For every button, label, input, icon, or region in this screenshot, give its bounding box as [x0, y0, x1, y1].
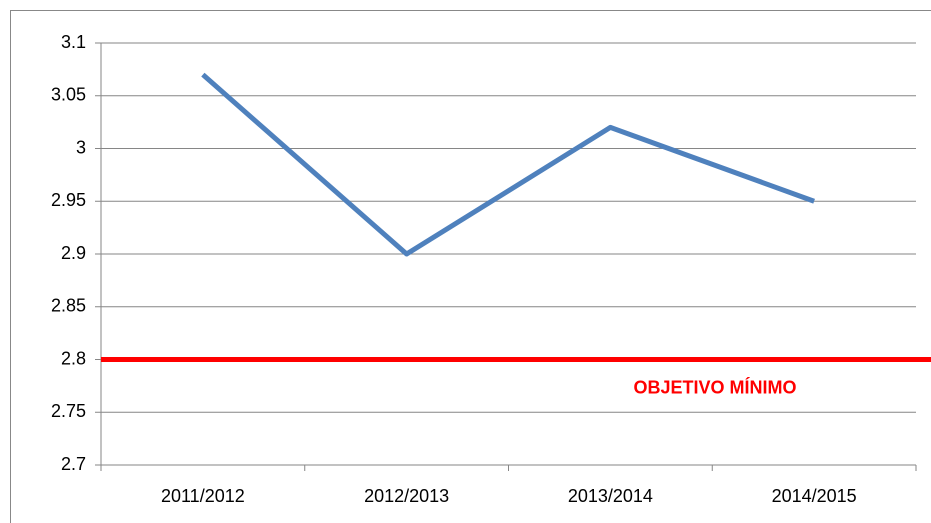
y-tick-label: 2.95 — [51, 190, 86, 210]
x-tick-label: 2012/2013 — [364, 486, 449, 506]
y-tick-label: 2.8 — [61, 348, 86, 368]
y-tick-label: 2.75 — [51, 401, 86, 421]
chart-border — [10, 10, 931, 523]
x-tick-label: 2011/2012 — [161, 486, 245, 506]
y-tick-label: 2.7 — [61, 454, 86, 474]
y-tick-label: 2.85 — [51, 296, 86, 316]
x-tick-label: 2013/2014 — [568, 486, 653, 506]
y-tick-label: 3 — [76, 137, 86, 157]
y-tick-label: 2.9 — [61, 243, 86, 263]
y-tick-label: 3.05 — [51, 85, 86, 105]
y-tick-label: 3.1 — [61, 32, 86, 52]
reference-label: OBJETIVO MÍNIMO — [633, 376, 796, 397]
data-line — [201, 72, 815, 257]
x-tick-label: 2014/2015 — [772, 486, 857, 506]
